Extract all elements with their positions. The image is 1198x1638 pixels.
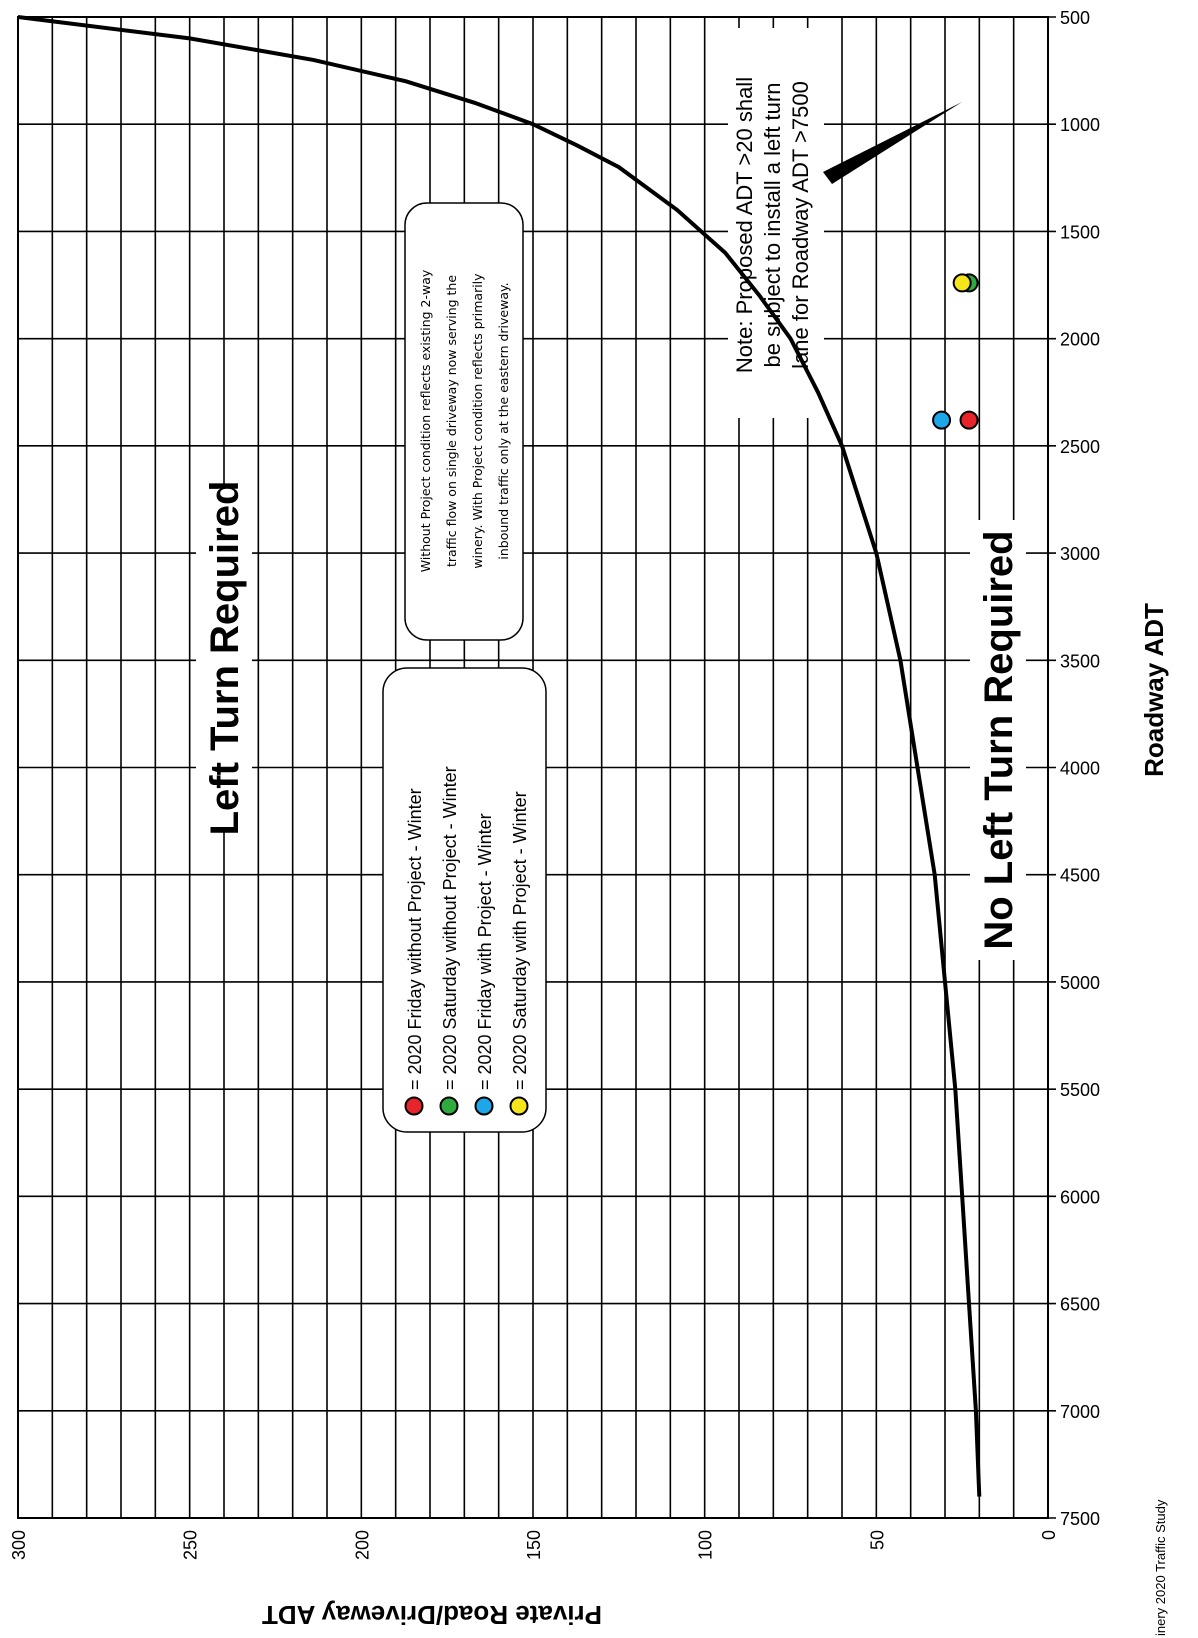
footer-text: inery 2020 Traffic Study	[1153, 1499, 1168, 1636]
legend-marker	[404, 1096, 424, 1116]
x-axis-ticks: 500 1000 1500 2000 2500 3000 3500 4000 4500 5000 5…	[1060, 8, 1100, 1529]
x-tick-label: 6500	[1060, 1295, 1100, 1315]
legend-label: = 2020 Friday with Project - Winter	[475, 813, 495, 1090]
x-tick-label: 2500	[1060, 437, 1100, 457]
x-tick-label: 3000	[1060, 544, 1100, 564]
legend: = 2020 Friday without Project - Winter = …	[404, 766, 530, 1116]
data-point	[959, 410, 979, 430]
y-tick-label: 50	[867, 1530, 887, 1550]
y-tick-label: 100	[696, 1530, 716, 1560]
x-tick-label: 7500	[1060, 1509, 1100, 1529]
left-turn-required-label: Left Turn Required	[203, 481, 247, 836]
legend-box	[382, 667, 547, 1133]
x-tick-label: 5000	[1060, 973, 1100, 993]
legend-label: = 2020 Saturday with Project - Winter	[510, 791, 530, 1090]
x-tick-label: 6000	[1060, 1187, 1100, 1207]
x-tick-label: 500	[1060, 8, 1090, 28]
y-axis-ticks: 0 50 100 150 200 250 300	[9, 1530, 1059, 1560]
info-box-line-1: Without Project condition reflects exist…	[418, 269, 433, 572]
info-box-line-4: inbound traffic only at the eastern driv…	[496, 282, 511, 559]
x-axis-title: Roadway ADT	[1139, 603, 1169, 777]
note-bg	[728, 28, 824, 418]
x-tick-label: 1500	[1060, 222, 1100, 242]
x-tick-label: 7000	[1060, 1402, 1100, 1422]
legend-label: = 2020 Friday without Project - Winter	[405, 788, 425, 1090]
legend-marker	[439, 1096, 459, 1116]
y-tick-label: 250	[181, 1530, 201, 1560]
no-left-turn-required-label: No Left Turn Required	[977, 530, 1021, 949]
note-line-1: Note: Proposed ADT >20 shall	[732, 77, 757, 373]
plot-frame	[17, 16, 1049, 1519]
x-tick-label: 5500	[1060, 1080, 1100, 1100]
x-tick-label: 3500	[1060, 651, 1100, 671]
x-tick-label: 4500	[1060, 866, 1100, 886]
y-tick-label: 200	[352, 1530, 372, 1560]
info-box-line-2: traffic flow on single driveway now serv…	[444, 275, 459, 567]
note-line-3: lane for Roadway ADT >7500	[788, 81, 813, 369]
y-tick-label: 0	[1039, 1530, 1059, 1540]
x-tick-label: 2000	[1060, 330, 1100, 350]
x-tick-label: 4000	[1060, 759, 1100, 779]
legend-label: = 2020 Saturday without Project - Winter	[440, 766, 460, 1090]
legend-marker	[509, 1096, 529, 1116]
data-points	[932, 273, 979, 430]
left-turn-label-bg	[196, 485, 252, 830]
data-point	[932, 410, 952, 430]
note-arrow	[823, 102, 962, 184]
y-axis-title: Private Road/Driveway ADT	[262, 1600, 602, 1630]
y-tick-label: 150	[524, 1530, 544, 1560]
info-box	[404, 202, 524, 641]
y-tick-label: 300	[9, 1530, 29, 1560]
x-tick-label: 1000	[1060, 115, 1100, 135]
info-box-line-3: winery. With Project condition reflects …	[470, 273, 485, 569]
no-left-turn-label-bg	[970, 520, 1026, 960]
note-line-2: be subject to install a left turn	[760, 83, 785, 368]
data-point	[952, 273, 972, 293]
legend-marker	[474, 1096, 494, 1116]
warrant-curve	[17, 15, 982, 1497]
